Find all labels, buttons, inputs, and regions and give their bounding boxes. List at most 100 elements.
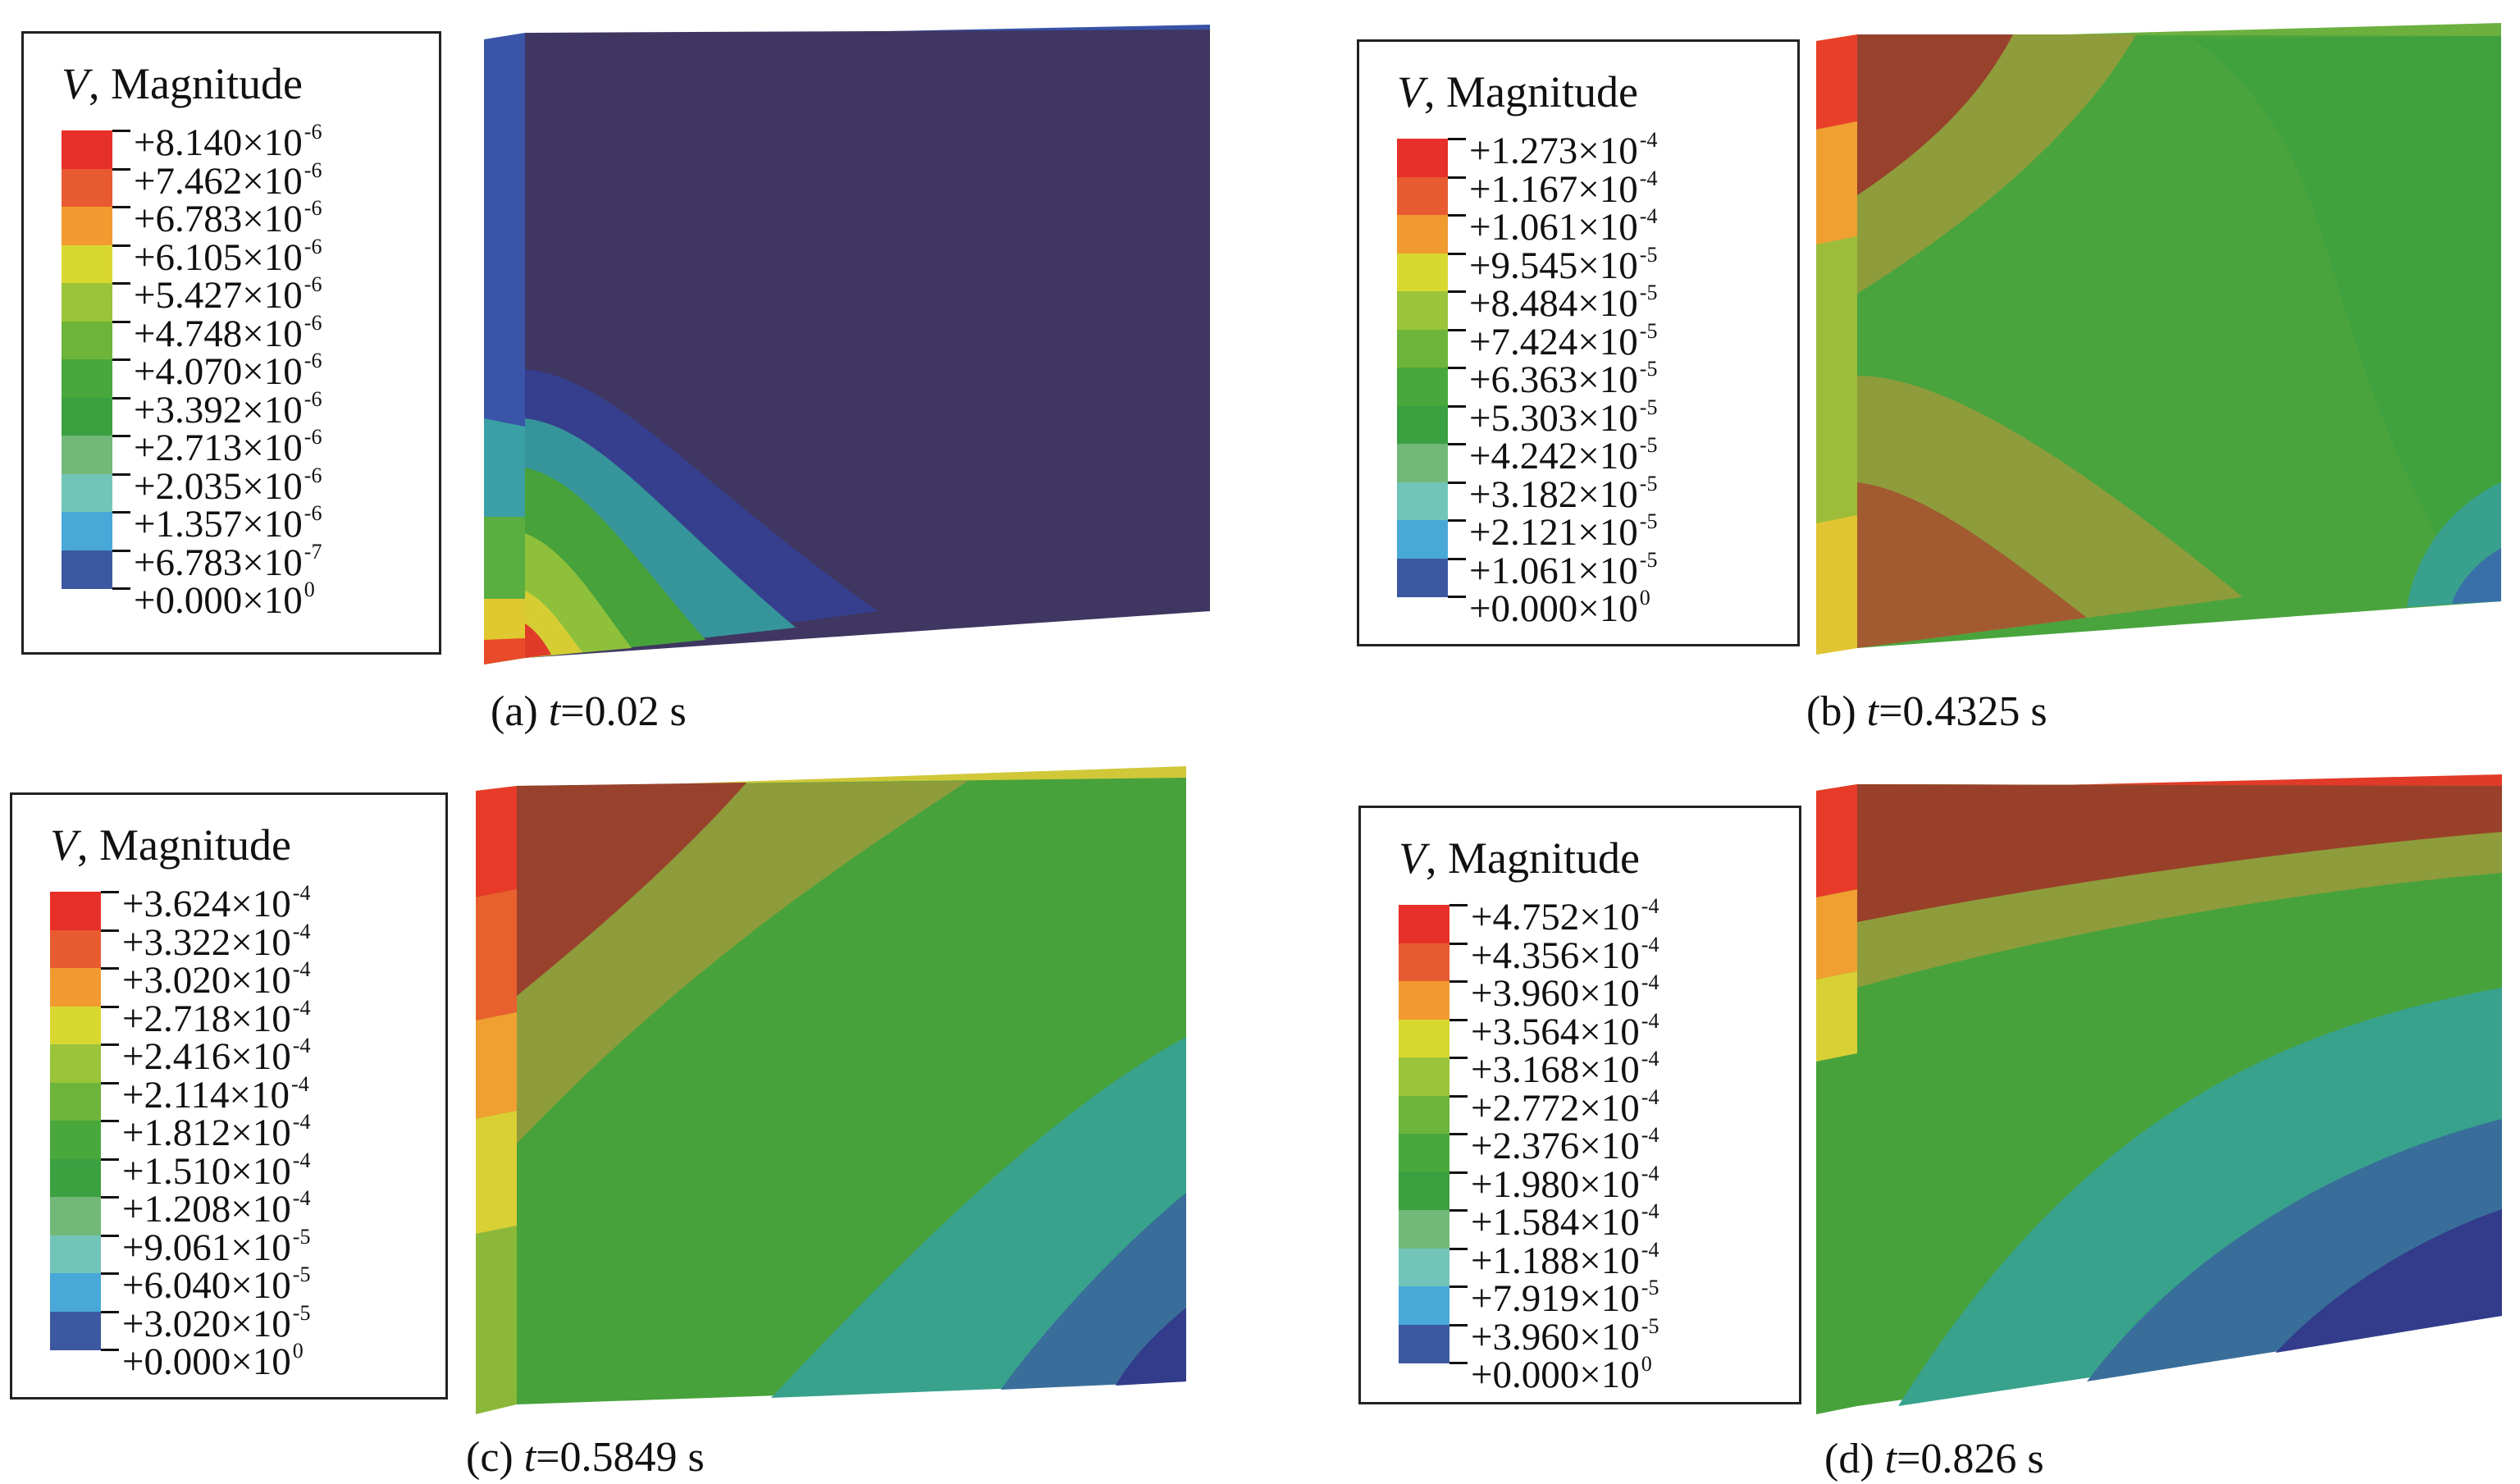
colorbar-tick <box>1448 328 1466 331</box>
legend-b: V, Magnitude +1.273×10-4 +1.167×10-4 +1.06… <box>1357 39 1800 646</box>
colorbar-tick <box>1448 404 1466 408</box>
contour-band-brown-bottom <box>1857 482 2087 648</box>
legend-value-label: +2.035×10-6 <box>134 463 322 508</box>
legend-value-label: +1.188×10-4 <box>1471 1237 1659 1282</box>
colorbar-swatch <box>1397 520 1448 559</box>
colorbar-tick <box>112 511 130 514</box>
side-band-yellow <box>1816 971 1857 1062</box>
legend-value-label: +4.752×10-4 <box>1471 894 1659 938</box>
side-band-red <box>476 786 517 897</box>
colorbar-swatch <box>50 1158 101 1198</box>
colorbar-tick <box>112 549 130 552</box>
colorbar-tick <box>101 1349 119 1351</box>
legend-c: V, Magnitude +3.624×10-4 +3.322×10-4 +3.02… <box>10 792 448 1400</box>
colorbar-swatch <box>1397 329 1448 368</box>
colorbar-swatch <box>1397 405 1448 445</box>
legend-value-label: +3.960×10-5 <box>1471 1313 1659 1358</box>
contour-band-navy <box>2276 1209 2502 1353</box>
contour-band-blue-corner <box>2452 548 2501 604</box>
legend-value-label: +1.061×10-4 <box>1469 204 1658 249</box>
colorbar-swatch <box>50 1044 101 1084</box>
colorbar-tick <box>1449 1209 1468 1212</box>
colorbar-tick <box>1448 519 1466 522</box>
legend-value-label: +0.000×100 <box>122 1339 304 1383</box>
colorbar-swatch <box>1399 905 1449 944</box>
legend-value-label: +5.303×10-5 <box>1469 395 1658 440</box>
legend-value-label: +2.416×10-4 <box>122 1034 311 1078</box>
colorbar-tick <box>112 282 130 285</box>
legend-value-label: +8.484×10-5 <box>1469 281 1658 325</box>
colorbar-swatch <box>62 321 112 360</box>
colorbar-tick <box>1448 481 1466 484</box>
legend-value-label: +3.322×10-4 <box>122 919 311 964</box>
contour-band-brown <box>517 783 746 996</box>
legend-value-label: +4.070×10-6 <box>134 349 322 393</box>
colorbar-tick <box>1449 1057 1468 1059</box>
legend-value-label: +6.040×10-5 <box>122 1263 311 1307</box>
legend-value-label: +1.980×10-4 <box>1471 1161 1659 1206</box>
colorbar-tick <box>1449 1247 1468 1250</box>
colorbar-swatch <box>1397 444 1448 483</box>
legend-value-label: +4.242×10-5 <box>1469 433 1658 477</box>
colorbar-tick <box>1448 367 1466 369</box>
legend-value-label: +7.462×10-6 <box>134 158 322 203</box>
colorbar-tick <box>1449 904 1468 906</box>
colorbar-tick <box>101 1272 119 1275</box>
colorbar-swatch <box>62 473 112 513</box>
colorbar-tick <box>1449 942 1468 945</box>
contour-band-brown <box>1857 784 2502 922</box>
side-band-green <box>1816 236 1857 523</box>
legend-title: V, Magnitude <box>1399 833 1640 883</box>
legend-value-label: +3.020×10-5 <box>122 1300 311 1345</box>
legend-value-label: +2.772×10-4 <box>1471 1084 1659 1130</box>
legend-value-label: +3.182×10-5 <box>1469 471 1658 516</box>
colorbar-tick <box>112 358 130 361</box>
colorbar-tick <box>101 967 119 970</box>
caption-c: (c) t=0.5849 s <box>466 1434 705 1481</box>
legend-value-label: +3.624×10-4 <box>122 881 311 925</box>
side-band-yellow <box>1816 515 1857 655</box>
colorbar-tick <box>101 1120 119 1122</box>
legend-value-label: +3.392×10-6 <box>134 386 322 432</box>
legend-value-label: +9.545×10-5 <box>1469 242 1658 287</box>
colorbar-tick <box>101 891 119 893</box>
legend-value-label: +2.718×10-4 <box>122 995 311 1040</box>
colorbar-tick <box>112 396 130 400</box>
legend-value-label: +5.427×10-6 <box>134 272 322 317</box>
panel-d: V, Magnitude +4.752×10-4 +4.356×10-4 +3.96… <box>1260 742 2520 1483</box>
panel-b: V, Magnitude +1.273×10-4 +1.167×10-4 +1.06… <box>1260 0 2520 742</box>
contour-band-brown <box>1857 34 2013 195</box>
colorbar-swatch <box>1397 482 1448 521</box>
colorbar-tick <box>112 167 130 171</box>
colorbar-swatch <box>62 397 112 436</box>
colorbar-swatch <box>62 436 112 475</box>
legend-value-label: +0.000×100 <box>134 578 315 622</box>
side-band-orange <box>476 889 517 1021</box>
colorbar-swatch <box>62 207 112 246</box>
legend-title: V, Magnitude <box>50 820 291 870</box>
colorbar-swatch <box>1397 368 1448 407</box>
side-band-amber <box>476 1012 517 1119</box>
legend-value-label: +2.713×10-6 <box>134 425 322 469</box>
colorbar-swatch <box>1399 981 1449 1021</box>
legend-value-label: +2.114×10-4 <box>122 1071 309 1116</box>
colorbar-swatch <box>50 968 101 1007</box>
colorbar-swatch <box>62 244 112 284</box>
legend-value-label: +6.783×10-6 <box>134 196 322 240</box>
legend-value-label: +1.584×10-4 <box>1471 1199 1659 1244</box>
colorbar-tick <box>1449 1285 1468 1288</box>
colorbar-tick <box>1449 980 1468 983</box>
colorbar-swatch <box>1399 1134 1449 1173</box>
legend-value-label: +1.167×10-4 <box>1469 166 1658 211</box>
colorbar-swatch <box>50 1197 101 1236</box>
colorbar-tick <box>1448 138 1466 140</box>
legend-value-label: +1.061×10-5 <box>1469 547 1658 592</box>
side-band-red <box>1816 34 1857 130</box>
colorbar-tick <box>101 1310 119 1313</box>
contour-band-steel <box>1001 1193 1186 1390</box>
legend-value-label: +3.168×10-4 <box>1471 1047 1659 1091</box>
colorbar-swatch <box>1399 1095 1449 1135</box>
side-band-orange <box>1816 889 1857 979</box>
legend-value-label: +8.140×10-6 <box>134 120 322 164</box>
side-band-yellow <box>476 1111 517 1234</box>
